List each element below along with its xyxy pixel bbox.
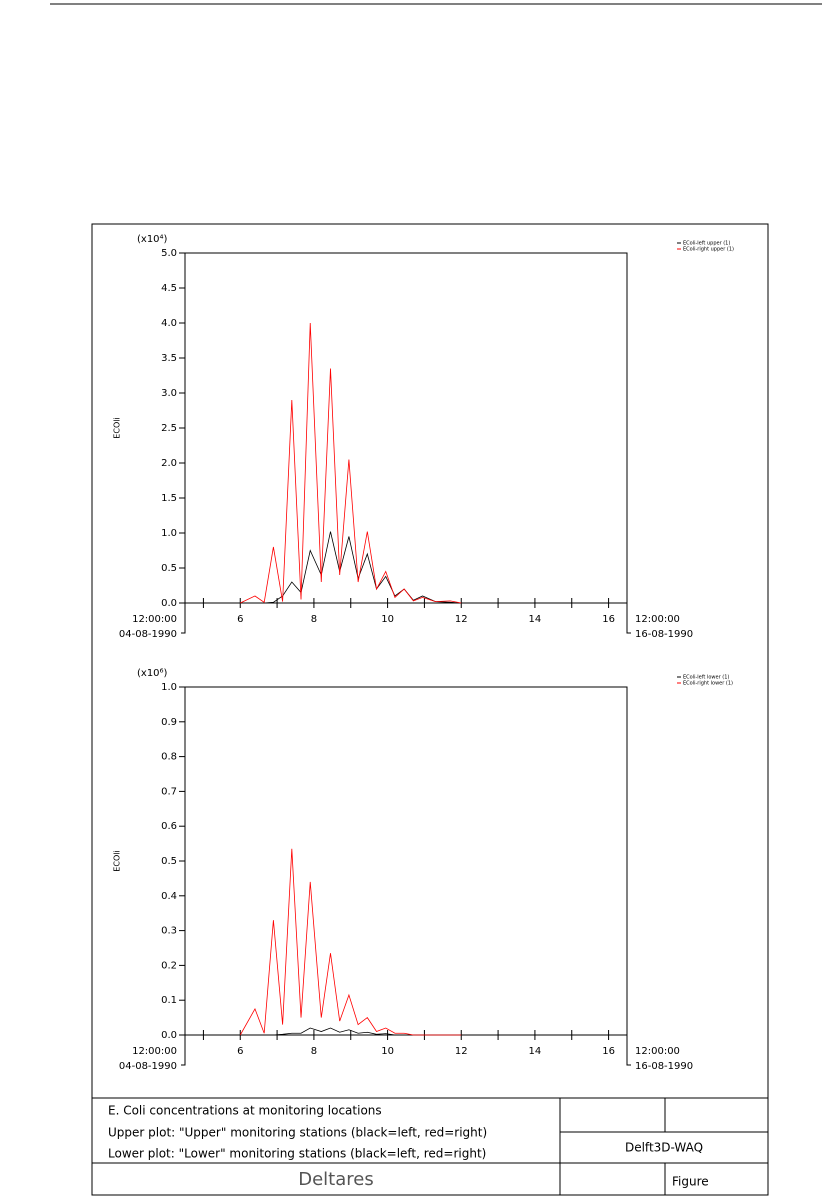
- series-line: [240, 531, 462, 604]
- legend-label: EColi-left lower (1): [683, 675, 729, 681]
- y-tick-label: 1.5: [161, 493, 177, 504]
- y-tick-label: 0.3: [161, 926, 177, 937]
- y-axis-label: ECOli: [113, 850, 122, 871]
- legend-label: EColi-left upper (1): [683, 241, 730, 247]
- x-tick-label: 12: [455, 1046, 468, 1057]
- legend-label: EColi-right lower (1): [683, 681, 733, 687]
- y-tick-label: 0.2: [161, 960, 177, 971]
- caption-line: Lower plot: "Lower" monitoring stations …: [108, 1147, 486, 1161]
- y-axis-label: ECOli: [113, 417, 122, 438]
- legend-label: EColi-right upper (1): [683, 247, 734, 253]
- x-tick-label: 16: [602, 614, 615, 625]
- x-tick-label: 8: [311, 614, 317, 625]
- organization: Deltares: [298, 1169, 373, 1190]
- axis-bracket: [626, 603, 631, 634]
- x-tick-label: 16: [602, 1046, 615, 1057]
- program: Delft3D-WAQ: [625, 1141, 703, 1155]
- y-multiplier: (x10⁶): [137, 668, 168, 679]
- y-tick-label: 2.5: [161, 423, 177, 434]
- x-end-label: 16-08-1990: [635, 1061, 693, 1072]
- x-tick-label: 14: [529, 1046, 542, 1057]
- x-start-label: 12:00:00: [132, 1046, 177, 1057]
- x-start-label: 04-08-1990: [119, 629, 177, 640]
- x-tick-label: 10: [381, 614, 394, 625]
- y-tick-label: 0.0: [161, 1030, 177, 1041]
- x-tick-label: 6: [237, 614, 243, 625]
- y-tick-label: 3.0: [161, 388, 177, 399]
- series-line: [239, 848, 462, 1036]
- axis-bracket: [626, 1035, 631, 1066]
- axis-bracket: [181, 603, 186, 634]
- x-end-label: 12:00:00: [635, 1046, 680, 1057]
- y-tick-label: 2.0: [161, 458, 177, 469]
- y-multiplier: (x10⁴): [137, 234, 168, 245]
- y-tick-label: 3.5: [161, 353, 177, 364]
- series-line: [240, 322, 462, 604]
- y-tick-label: 4.0: [161, 318, 177, 329]
- figure-frame: [91, 223, 769, 1196]
- axis-bracket: [181, 1035, 186, 1066]
- y-tick-label: 4.5: [161, 283, 177, 294]
- y-tick-label: 1.0: [161, 528, 177, 539]
- x-end-label: 12:00:00: [635, 614, 680, 625]
- x-tick-label: 14: [529, 614, 542, 625]
- x-end-label: 16-08-1990: [635, 629, 693, 640]
- plot-area: [184, 686, 628, 1036]
- y-tick-label: 0.7: [161, 786, 177, 797]
- y-tick-label: 0.1: [161, 995, 177, 1006]
- y-tick-label: 0.4: [161, 891, 177, 902]
- x-start-label: 12:00:00: [132, 614, 177, 625]
- x-tick-label: 6: [237, 1046, 243, 1057]
- y-tick-label: 0.8: [161, 752, 177, 763]
- x-tick-label: 12: [455, 614, 468, 625]
- y-tick-label: 0.0: [161, 598, 177, 609]
- y-tick-label: 0.6: [161, 821, 177, 832]
- caption-line: Upper plot: "Upper" monitoring stations …: [108, 1126, 487, 1140]
- y-tick-label: 5.0: [161, 248, 177, 259]
- caption-line: E. Coli concentrations at monitoring loc…: [108, 1104, 382, 1118]
- x-tick-label: 8: [311, 1046, 317, 1057]
- y-tick-label: 0.9: [161, 717, 177, 728]
- y-tick-label: 0.5: [161, 856, 177, 867]
- x-tick-label: 10: [381, 1046, 394, 1057]
- y-tick-label: 1.0: [161, 682, 177, 693]
- y-tick-label: 0.5: [161, 563, 177, 574]
- figure-label: Figure: [672, 1175, 709, 1189]
- plot-area: [184, 252, 628, 604]
- x-start-label: 04-08-1990: [119, 1061, 177, 1072]
